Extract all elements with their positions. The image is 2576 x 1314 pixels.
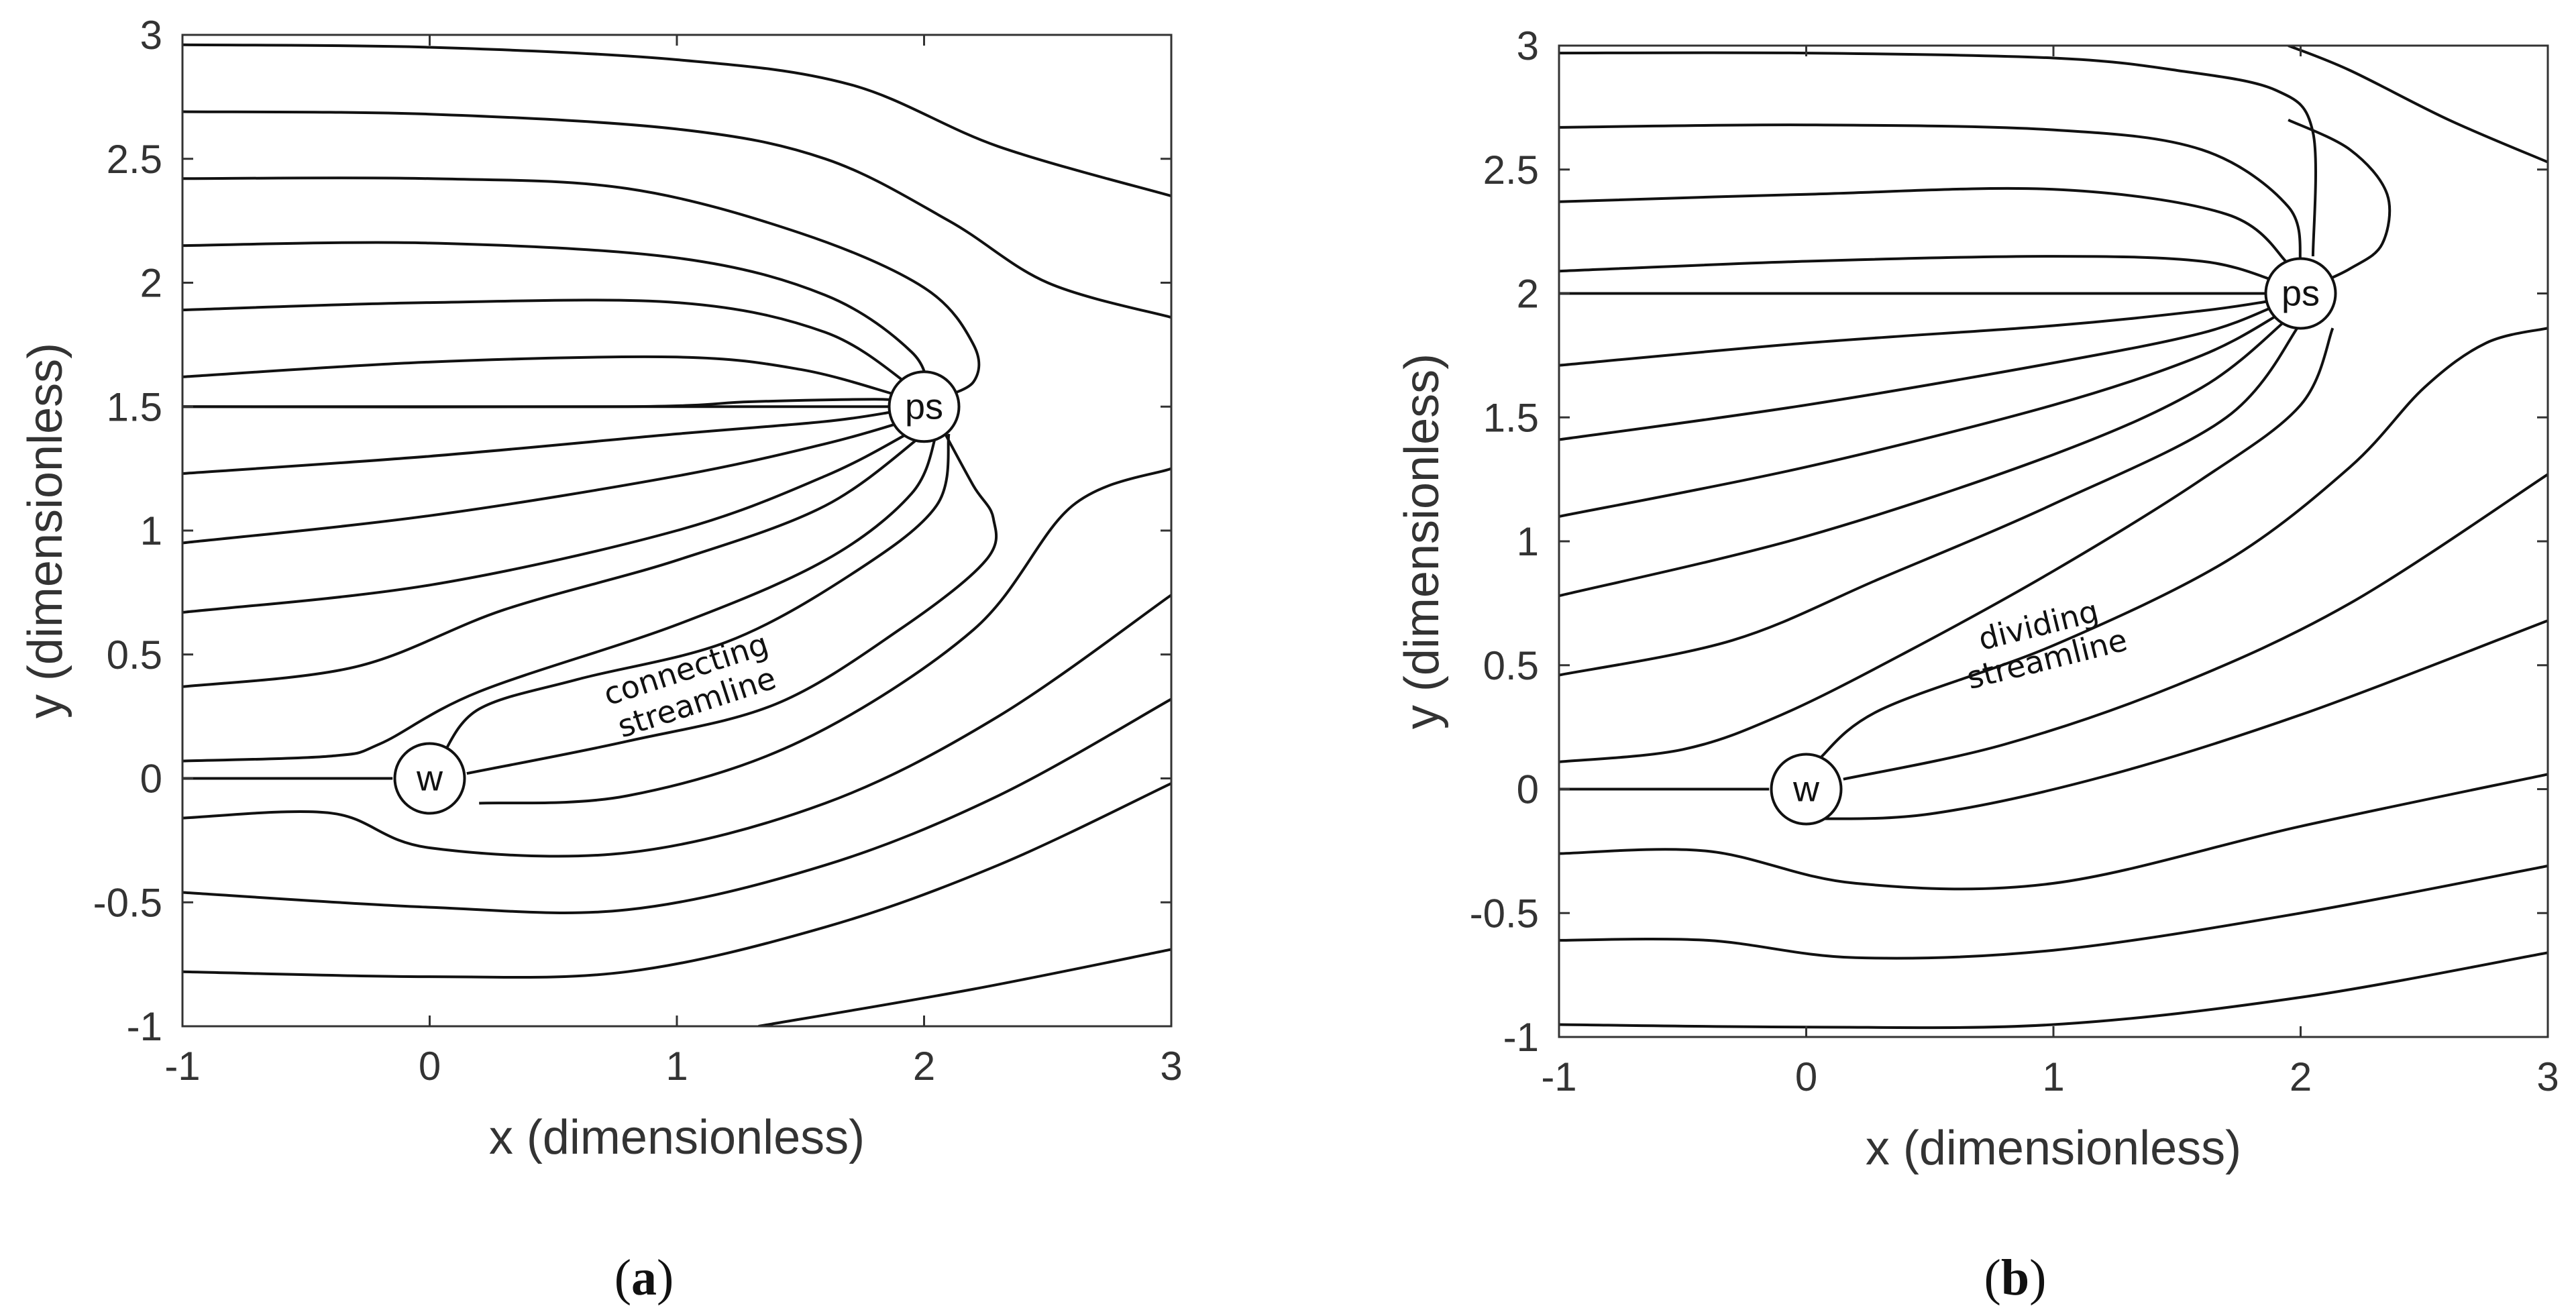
panel-a-y-tick-label: 0 bbox=[140, 757, 162, 802]
panel-a-marker-ps: ps bbox=[888, 370, 961, 443]
panel-a-streamline-9 bbox=[182, 420, 905, 545]
panel-b-x-tick-label: 3 bbox=[2536, 1054, 2559, 1099]
panel-a-caption: (a) bbox=[614, 1250, 674, 1306]
panel-a-marker-circle bbox=[888, 370, 961, 443]
panel-a-streamline-13 bbox=[441, 433, 951, 757]
panel-b-y-axis-label: y (dimensionless) bbox=[1395, 353, 1449, 729]
panel-b-y-tick-label: 2 bbox=[1517, 272, 1539, 317]
panel-b-annotation: dividingstreamline bbox=[1955, 588, 2131, 696]
panel-b-streamline-11 bbox=[1559, 322, 2302, 677]
panel-a-marker-w: w bbox=[393, 742, 466, 815]
panel-b-y-tick-label: 1 bbox=[1517, 519, 1539, 564]
panel-a-streamline-5 bbox=[182, 355, 895, 396]
panel-b-caption: (b) bbox=[1984, 1250, 2047, 1306]
panel-b-marker-circle bbox=[2264, 257, 2337, 330]
panel-b-streamline-1 bbox=[2288, 46, 2548, 164]
panel-b-streamline-19 bbox=[1559, 951, 2548, 1030]
panel-b-streamline-12 bbox=[1559, 327, 2334, 763]
panel-b-streamlines bbox=[1559, 46, 2548, 1030]
panel-b-y-tick-label: 0.5 bbox=[1483, 643, 1539, 688]
panel-b-streamline-16 bbox=[1806, 619, 2548, 820]
panel-b-x-axis-label: x (dimensionless) bbox=[1866, 1121, 2241, 1175]
panel-b-streamline-2 bbox=[1559, 123, 2302, 264]
panel-a-streamline-3 bbox=[182, 241, 930, 395]
panel-a-y-tick-label: -1 bbox=[127, 1004, 162, 1049]
panel-b-y-tick-label: -0.5 bbox=[1470, 891, 1539, 936]
panel-a-x-axis-label: x (dimensionless) bbox=[489, 1111, 865, 1164]
panel-b-streamline-0 bbox=[1559, 51, 2317, 257]
panel-b-streamline-8 bbox=[1559, 305, 2277, 441]
panel-b-y-tick-label: 0 bbox=[1517, 767, 1539, 812]
panel-a-x-tick-label: -1 bbox=[164, 1044, 200, 1089]
panel-b-streamline-10 bbox=[1559, 317, 2290, 598]
panel-b-marker-circle bbox=[1770, 753, 1843, 826]
panel-b-y-tick-label: 1.5 bbox=[1483, 395, 1539, 440]
panel-a-marker-label: ps bbox=[905, 386, 943, 427]
panel-a-streamline-0 bbox=[182, 43, 1171, 198]
panel-b-axes-frame bbox=[1558, 44, 2549, 1038]
panel-b-streamline-17 bbox=[1559, 773, 2548, 891]
panel-b-y-tick-label: 2.5 bbox=[1483, 148, 1539, 193]
panel-b-x-tick-label: 1 bbox=[2042, 1054, 2064, 1099]
panel-a-plot: -1 0 1 2 3 -1 -0.5 0 0.5 1 1.5 2 2.5 3 x (dimensionles… bbox=[19, 13, 1183, 1164]
panel-a-streamline-15 bbox=[466, 431, 998, 775]
panel-a-y-tick-label: 2 bbox=[140, 261, 162, 306]
panel-b-streamline-15 bbox=[1843, 473, 2548, 781]
panel-b-streamline-3 bbox=[1559, 186, 2290, 265]
panel-b-y-tick-label: 3 bbox=[1517, 23, 1539, 68]
panel-a-streamline-18 bbox=[182, 698, 1171, 914]
panel-a-streamline-1 bbox=[182, 110, 1171, 319]
panel-b-streamline-9 bbox=[1559, 312, 2282, 518]
panel-b-streamline-13 bbox=[1817, 327, 2548, 761]
panel-b-streamline-18 bbox=[1559, 865, 2548, 960]
panel-a-streamline-8 bbox=[182, 410, 895, 475]
panel-a-x-tick-label: 2 bbox=[913, 1044, 935, 1089]
panel-b-marker-label: ps bbox=[2282, 274, 2320, 314]
panel-a-streamline-10 bbox=[182, 430, 913, 614]
panel-b-marker-label: w bbox=[1792, 769, 1820, 810]
panel-a-y-tick-label: 1.5 bbox=[107, 384, 162, 429]
panel-a-x-tick-label: 0 bbox=[419, 1044, 441, 1089]
panel-b-x-tick-label: -1 bbox=[1541, 1054, 1576, 1099]
panel-b-x-tick-label: 2 bbox=[2290, 1054, 2312, 1099]
panel-a-streamline-20 bbox=[758, 948, 1171, 1026]
panel-a-x-tick-label: 3 bbox=[1160, 1044, 1182, 1089]
panel-a-streamline-7 bbox=[182, 398, 900, 408]
panel-b-marker-ps: ps bbox=[2264, 257, 2337, 330]
panel-b-streamline-7 bbox=[1559, 299, 2271, 367]
panel-a-streamline-19 bbox=[182, 782, 1171, 979]
panel-a-streamlines bbox=[182, 43, 1171, 1026]
panel-a-marker-label: w bbox=[416, 759, 443, 799]
panel-b-streamline-5 bbox=[2288, 118, 2392, 288]
panel-b-marker-w: w bbox=[1770, 753, 1843, 826]
panel-a-y-axis-label: y (dimensionless) bbox=[19, 343, 72, 718]
panel-a-streamline-12 bbox=[182, 433, 938, 763]
panel-a-y-tick-label: 1 bbox=[140, 508, 162, 553]
panel-a-streamline-17 bbox=[182, 594, 1171, 858]
panel-a-streamline-4 bbox=[182, 298, 913, 388]
panel-a-x-tick-label: 1 bbox=[665, 1044, 688, 1089]
panel-b-plot: -1 0 1 2 3 -1 -0.5 0 0.5 1 1.5 2 2.5 3 x (dimensionles… bbox=[1395, 23, 2559, 1175]
panel-b-y-tick-label: -1 bbox=[1503, 1015, 1539, 1060]
panel-a-streamline-2 bbox=[182, 176, 981, 401]
panel-a-y-tick-label: -0.5 bbox=[93, 880, 162, 925]
panel-b-x-tick-label: 0 bbox=[1795, 1054, 1817, 1099]
panel-a-marker-circle bbox=[393, 742, 466, 815]
panel-a-streamline-16 bbox=[479, 467, 1171, 805]
panel-a-y-tick-label: 2.5 bbox=[107, 137, 162, 182]
panel-a-y-tick-label: 3 bbox=[140, 13, 162, 58]
panel-a-streamline-11 bbox=[182, 433, 925, 688]
panel-b-streamline-4 bbox=[1559, 255, 2277, 282]
panel-a-y-tick-label: 0.5 bbox=[107, 633, 162, 677]
